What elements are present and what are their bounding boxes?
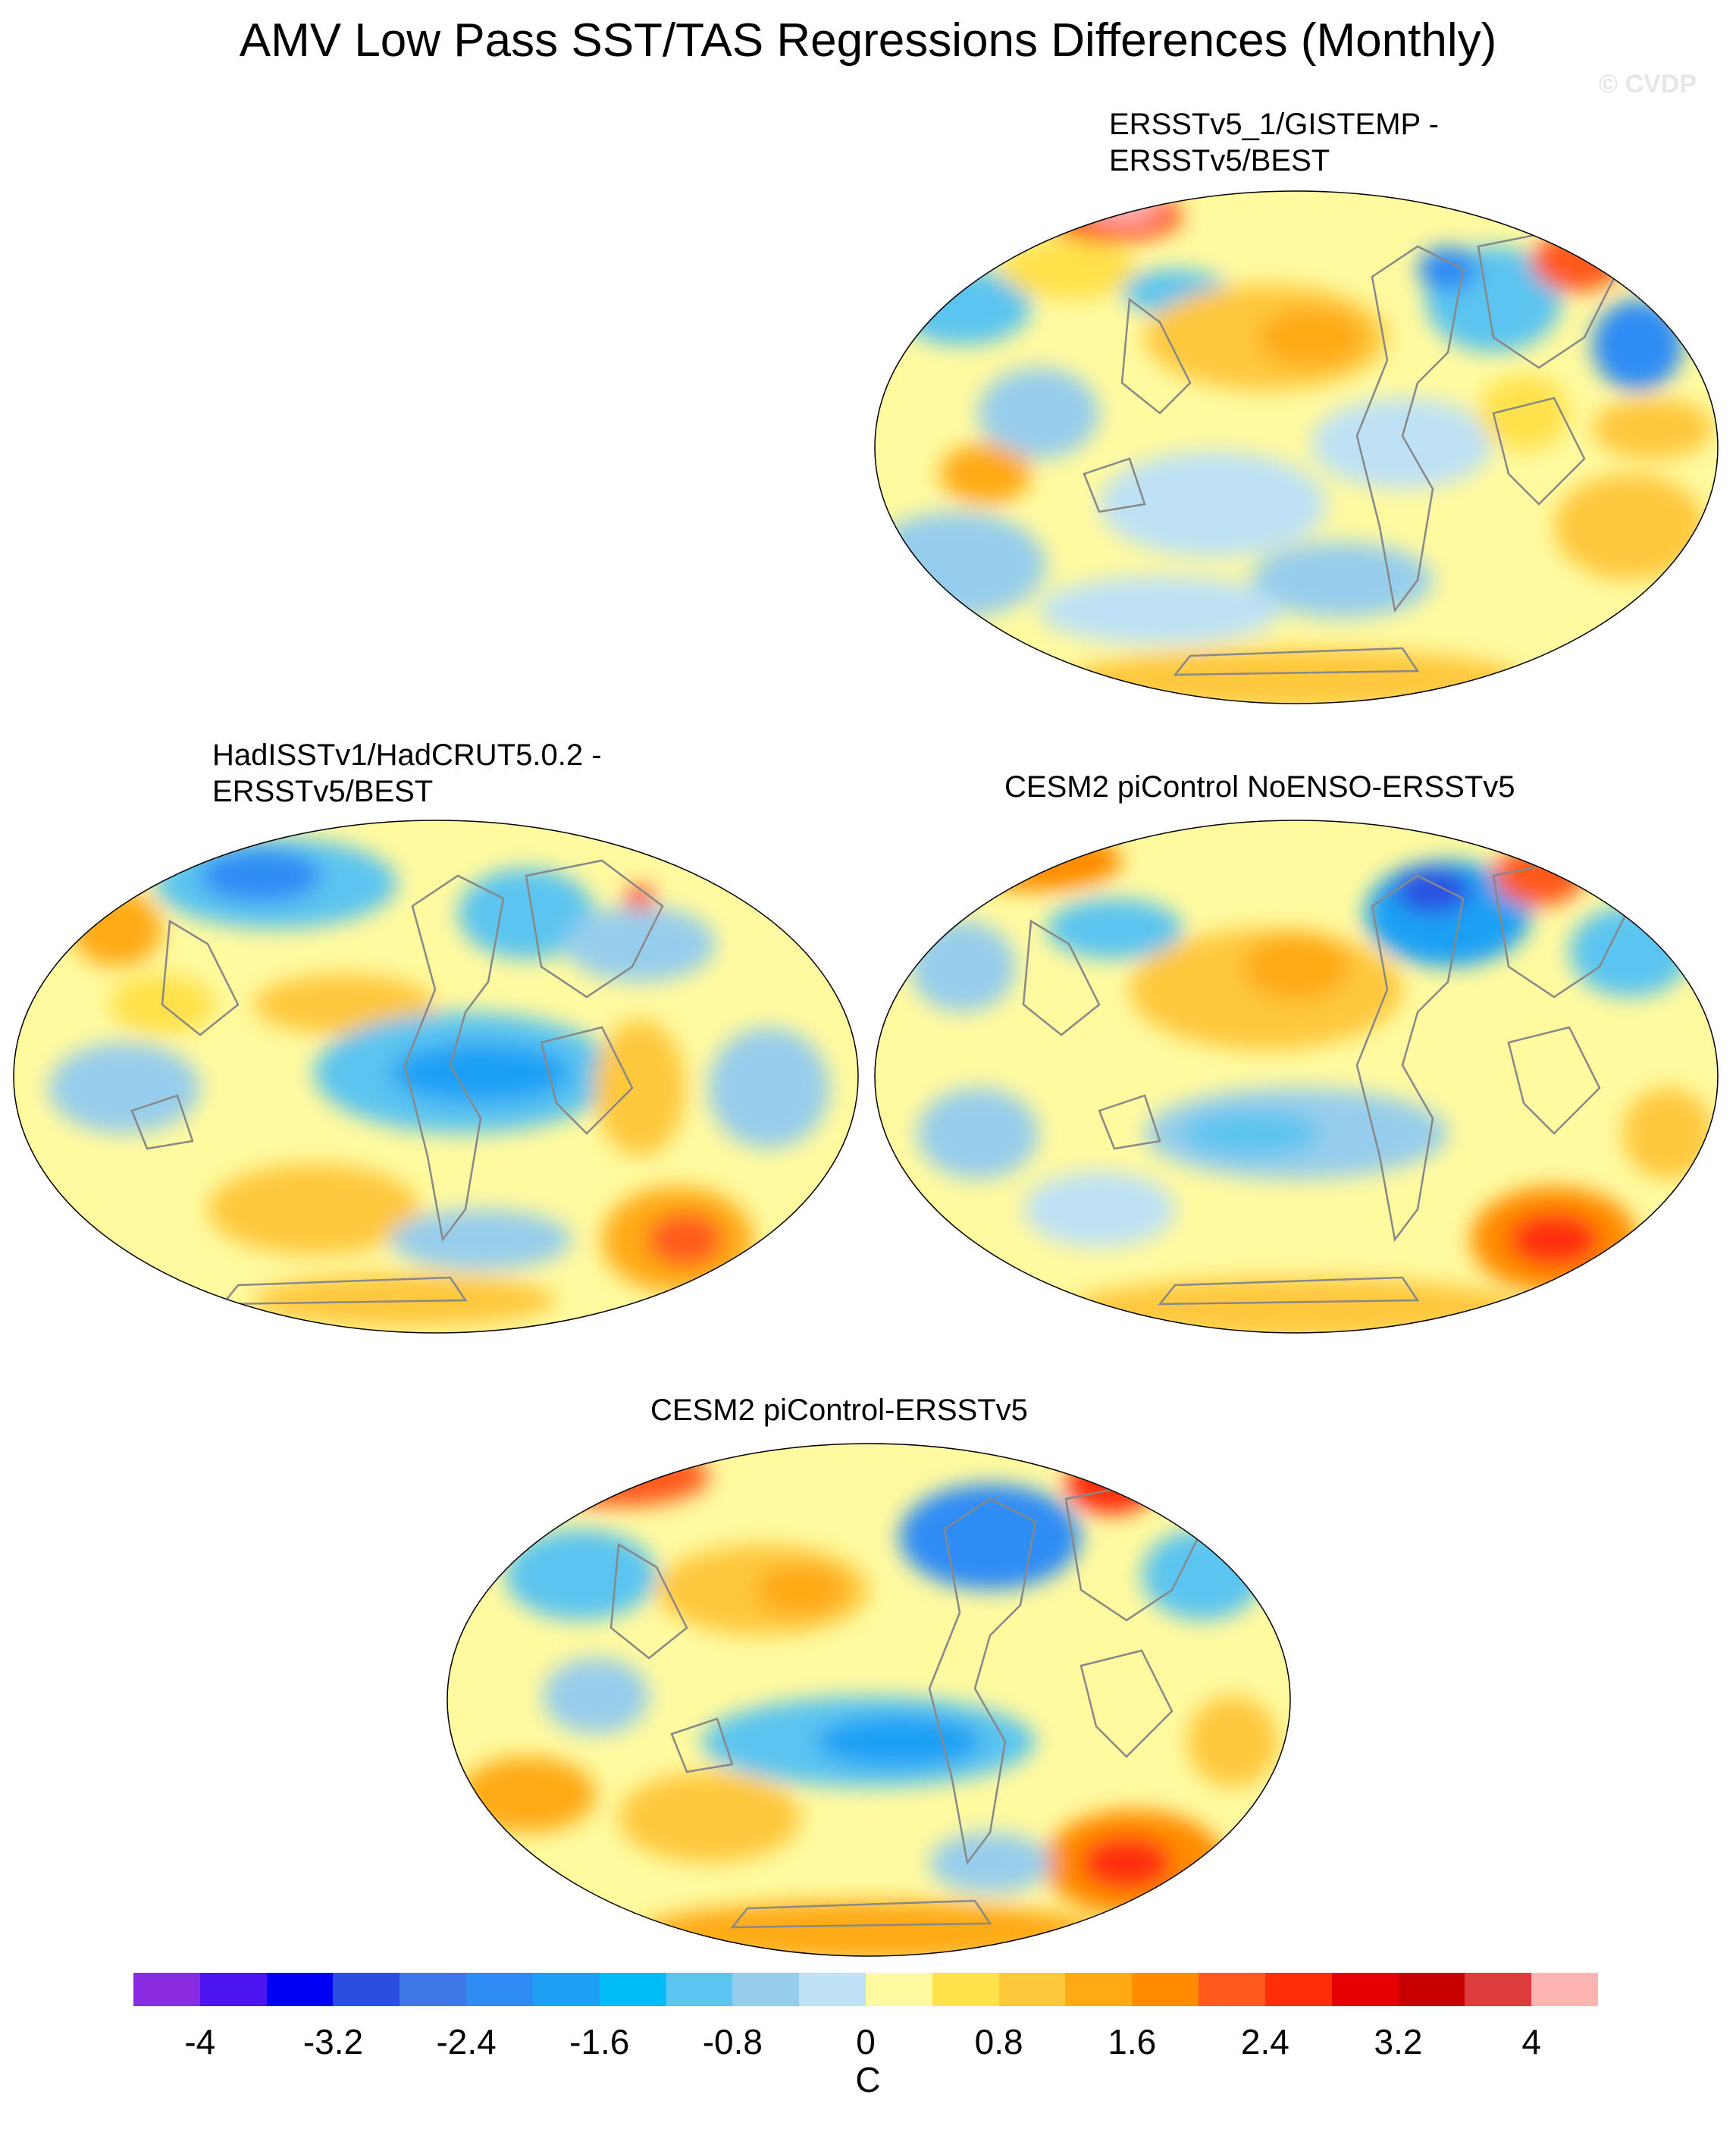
panel-2-title-line-1: HadISSTv1/HadCRUT5.0.2 - bbox=[212, 738, 602, 772]
colorbar-box bbox=[599, 1973, 667, 2006]
colorbar-box bbox=[1065, 1973, 1133, 2006]
panel-1-map bbox=[874, 190, 1719, 704]
colorbar-box bbox=[266, 1973, 334, 2006]
colorbar-tick-label: -0.8 bbox=[702, 2022, 763, 2062]
colorbar-box bbox=[1398, 1973, 1465, 2006]
colorbar bbox=[133, 1973, 1599, 2006]
colorbar-box bbox=[1331, 1973, 1399, 2006]
copyright-watermark: © CVDP bbox=[1599, 70, 1697, 99]
colorbar-tick-label: 4 bbox=[1521, 2022, 1541, 2062]
colorbar-units-label: C bbox=[855, 2060, 881, 2099]
colorbar-box bbox=[466, 1973, 534, 2006]
panel-4-title: CESM2 piControl-ERSSTv5 bbox=[650, 1392, 1028, 1428]
panel-4-title-line-1: CESM2 piControl-ERSSTv5 bbox=[650, 1394, 1028, 1427]
colorbar-tick-label: 1.6 bbox=[1108, 2022, 1157, 2062]
colorbar-box bbox=[1199, 1973, 1266, 2006]
colorbar-box bbox=[133, 1973, 201, 2006]
panel-4-map bbox=[447, 1443, 1291, 1957]
colorbar-box bbox=[400, 1973, 467, 2006]
panel-1-title-line-1: ERSSTv5_1/GISTEMP - bbox=[1109, 108, 1439, 141]
colorbar-tick-label: -4 bbox=[184, 2022, 216, 2062]
colorbar-tick-label: -3.2 bbox=[302, 2022, 364, 2062]
panel-2-title-line-2: ERSSTv5/BEST bbox=[212, 775, 434, 808]
panel-2-map bbox=[13, 820, 859, 1334]
panel-3-map bbox=[874, 820, 1719, 1334]
colorbar-box bbox=[199, 1973, 268, 2006]
colorbar-box bbox=[1264, 1973, 1333, 2006]
colorbar-box bbox=[1132, 1973, 1199, 2006]
colorbar-tick-label: 3.2 bbox=[1374, 2022, 1423, 2062]
panel-3-title: CESM2 piControl NoENSO-ERSSTv5 bbox=[1004, 769, 1515, 805]
colorbar-box bbox=[799, 1973, 866, 2006]
panel-1-title: ERSSTv5_1/GISTEMP - ERSSTv5/BEST bbox=[1109, 106, 1439, 179]
colorbar-tick-label: -2.4 bbox=[436, 2022, 497, 2062]
colorbar-tick-label: 0 bbox=[856, 2022, 876, 2062]
colorbar-box bbox=[866, 1973, 933, 2006]
colorbar-box bbox=[1531, 1973, 1599, 2006]
colorbar-tick-label: 2.4 bbox=[1240, 2022, 1289, 2062]
colorbar-box bbox=[666, 1973, 733, 2006]
figure-title: AMV Low Pass SST/TAS Regressions Differe… bbox=[239, 14, 1497, 67]
colorbar-box bbox=[732, 1973, 800, 2006]
colorbar-tick-label: -1.6 bbox=[569, 2022, 630, 2062]
colorbar-tick-label: 0.8 bbox=[974, 2022, 1023, 2062]
panel-2-title: HadISSTv1/HadCRUT5.0.2 - ERSSTv5/BEST bbox=[212, 737, 602, 810]
colorbar-box bbox=[532, 1973, 600, 2006]
panel-1-title-line-2: ERSSTv5/BEST bbox=[1109, 144, 1330, 177]
colorbar-box bbox=[333, 1973, 400, 2006]
panel-3-title-line-1: CESM2 piControl NoENSO-ERSSTv5 bbox=[1004, 770, 1515, 804]
colorbar-box bbox=[998, 1973, 1066, 2006]
colorbar-box bbox=[932, 1973, 1000, 2006]
colorbar-box bbox=[1465, 1973, 1532, 2006]
